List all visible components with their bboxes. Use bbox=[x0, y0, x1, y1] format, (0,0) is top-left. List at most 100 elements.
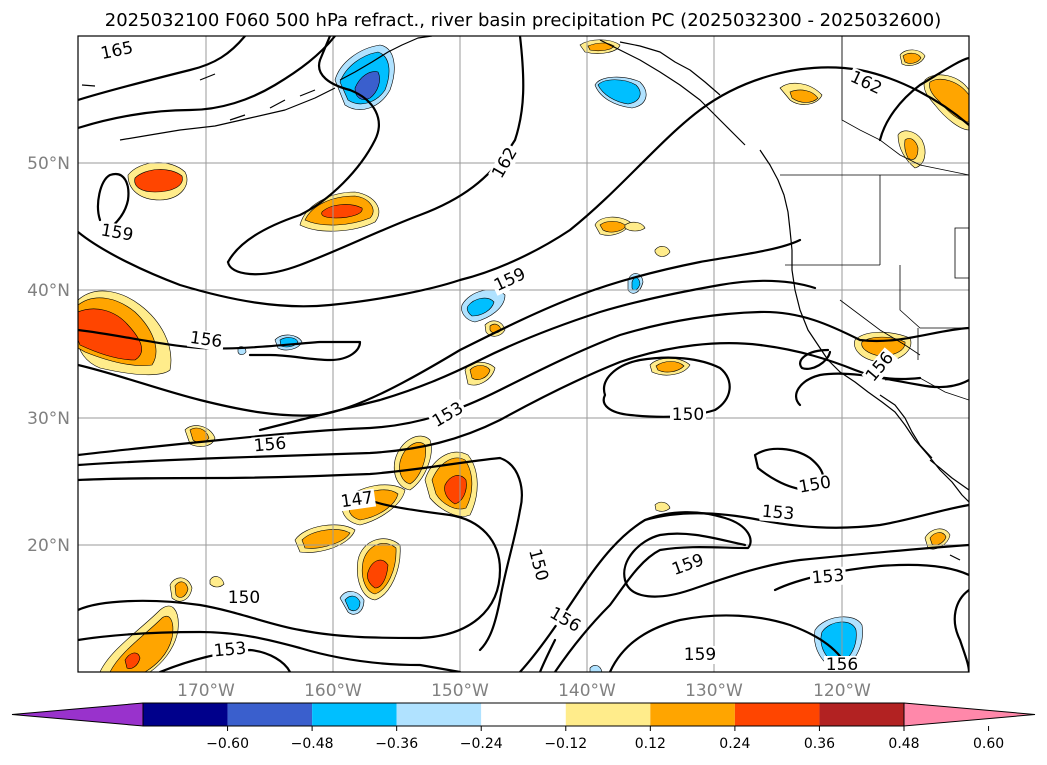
precip-blob-sw-4-hot bbox=[124, 652, 141, 669]
lon-label-150w: 150°W bbox=[431, 681, 489, 701]
colorbar-tick-label: −0.48 bbox=[291, 736, 334, 752]
contour-label-c9: 150 bbox=[672, 405, 704, 425]
precip-blob-hawaii-2-hot bbox=[444, 475, 467, 505]
precip-blob-gulf-core bbox=[321, 204, 363, 219]
contour-label-bg bbox=[861, 347, 899, 387]
lon-label-140w: 140°W bbox=[558, 681, 616, 701]
precip-neg-gulf-mid bbox=[597, 79, 641, 105]
graticule bbox=[78, 36, 969, 672]
colorbar-tick-label: 0.60 bbox=[973, 736, 1004, 752]
colorbar-tick-label: 0.36 bbox=[804, 736, 835, 752]
contour-label-c10: 156 bbox=[253, 434, 287, 457]
colorbar-segment bbox=[819, 703, 904, 726]
precip-blob-mid-3 bbox=[654, 246, 671, 257]
contour-label-c13: 153 bbox=[761, 502, 795, 525]
contour-label-bg bbox=[211, 639, 249, 661]
contour-label-bg bbox=[337, 488, 377, 512]
contour-label-bg bbox=[524, 545, 552, 585]
lon-label-120w: 120°W bbox=[813, 681, 871, 701]
lat-label-20n: 20°N bbox=[27, 536, 70, 556]
map-frame bbox=[77, 35, 970, 673]
colorbar-segment bbox=[481, 703, 566, 726]
precip-blob-sw-2-core bbox=[174, 581, 189, 598]
lon-label-160w: 160°W bbox=[304, 681, 362, 701]
precip-neg-mid-2-core bbox=[466, 297, 495, 317]
precip-blob-hawaii-4-core bbox=[301, 529, 351, 549]
geopotential-contours bbox=[78, 36, 969, 672]
contour-label-bg bbox=[824, 656, 860, 672]
contour-label-bg bbox=[97, 221, 137, 245]
lat-label-30n: 30°N bbox=[27, 409, 70, 429]
lon-label-130w: 130°W bbox=[685, 681, 743, 701]
contour-label-bg bbox=[97, 38, 137, 64]
colorbar-segment bbox=[227, 703, 313, 726]
colorbar-frame bbox=[142, 702, 905, 727]
colorbar-tick-label: −0.36 bbox=[375, 736, 418, 752]
contour-label-bg bbox=[759, 502, 797, 524]
contour-label-bg bbox=[251, 434, 289, 456]
precip-blob-ne-2-core bbox=[929, 79, 969, 123]
contour-label-bg bbox=[668, 550, 708, 580]
colorbar-tick-label: 0.48 bbox=[888, 736, 919, 752]
contour-label-c19: 153 bbox=[213, 639, 247, 662]
contour-label-bg bbox=[682, 646, 718, 664]
colorbar-segment bbox=[143, 703, 228, 726]
contour-label-bg bbox=[488, 142, 522, 184]
precip-neg-alaska-core bbox=[354, 71, 380, 100]
contour-label-c21: 156 bbox=[826, 655, 858, 675]
colorbar-tick-label: 0.24 bbox=[719, 736, 750, 752]
lon-label-170w: 170°W bbox=[177, 681, 235, 701]
contour-label-c17: 150 bbox=[228, 588, 260, 608]
precip-neg-hawaii-1-core bbox=[344, 595, 361, 612]
contour-label-bg bbox=[186, 328, 226, 352]
map-background bbox=[78, 36, 969, 672]
colorbar-segment bbox=[312, 703, 397, 726]
precip-blob-sc-1 bbox=[654, 501, 671, 512]
contour-label-bg bbox=[226, 589, 262, 607]
figure-title: 2025032100 F060 500 hPa refract., river … bbox=[105, 10, 941, 31]
colorbar-tick-label: 0.12 bbox=[635, 736, 666, 752]
latitude-labels: 50°N 40°N 30°N 20°N bbox=[27, 154, 70, 556]
colorbar-extend-high bbox=[903, 702, 1036, 727]
precip-blob-mid-2 bbox=[624, 221, 646, 232]
precip-blob-north-1-core bbox=[587, 42, 615, 52]
precip-blob-hawaii-5-hot bbox=[367, 559, 389, 589]
precip-blob-sw-4-core bbox=[109, 616, 174, 672]
contour-label-bg bbox=[809, 566, 847, 588]
contour-label-bg bbox=[795, 473, 835, 497]
precip-blob-ne-4-core bbox=[904, 138, 919, 160]
colorbar-segment bbox=[396, 703, 482, 726]
precip-blob-ne-3-core bbox=[902, 52, 922, 64]
colorbar-extend-low bbox=[11, 702, 144, 727]
precip-blob-mid-4-core bbox=[655, 361, 685, 373]
colorbar-tick-label: −0.12 bbox=[544, 736, 587, 752]
contour-label-c12: 147 bbox=[340, 488, 375, 512]
precip-blob-mid-6-core bbox=[469, 365, 491, 380]
colorbar-segment bbox=[734, 703, 820, 726]
contour-label-c16: 153 bbox=[811, 566, 845, 589]
precip-neg-s-1 bbox=[589, 665, 603, 672]
precip-neg-se-core bbox=[820, 621, 857, 665]
colorbar-segment bbox=[650, 703, 735, 726]
contour-label-bg bbox=[845, 67, 887, 99]
precip-blob-nw-core bbox=[134, 169, 183, 193]
contour-label-c20: 159 bbox=[684, 645, 716, 665]
contour-label-bg bbox=[427, 398, 469, 432]
colorbar-tick-label: −0.60 bbox=[206, 736, 249, 752]
contour-label-bg bbox=[489, 264, 531, 296]
lat-label-50n: 50°N bbox=[27, 154, 70, 174]
coastlines bbox=[81, 36, 969, 561]
contour-label-bg bbox=[670, 406, 706, 424]
contour-label-bg bbox=[544, 603, 586, 637]
precip-blob-ne-1-core bbox=[789, 89, 819, 103]
colorbar-segment bbox=[565, 703, 651, 726]
lat-label-40n: 40°N bbox=[27, 281, 70, 301]
contour-label-c6: 156 bbox=[189, 328, 224, 352]
longitude-labels: 170°W 160°W 150°W 140°W 130°W 120°W bbox=[177, 681, 871, 701]
colorbar: −0.60 −0.48 −0.36 −0.24 −0.12 0.12 0.24 0.36 0.4… bbox=[11, 702, 1036, 752]
colorbar-tick-label: −0.24 bbox=[460, 736, 503, 752]
precip-blob-sw-3 bbox=[209, 576, 225, 588]
